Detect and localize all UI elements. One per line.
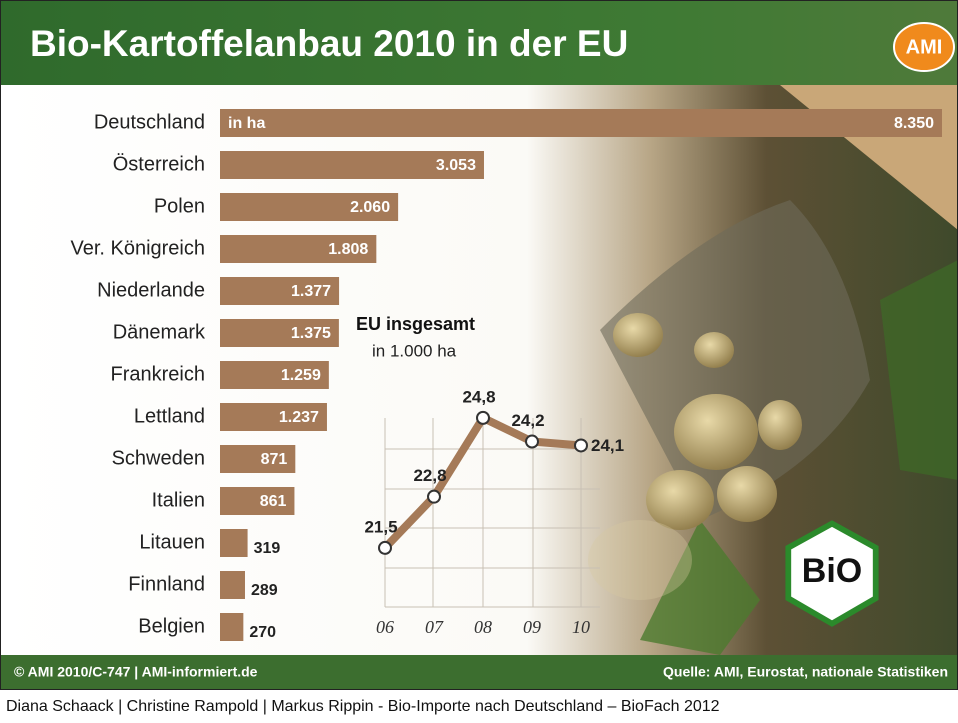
- value-label: 319: [254, 540, 281, 557]
- bar: [220, 529, 248, 557]
- value-label: 871: [261, 451, 288, 468]
- x-tick-label: 09: [523, 617, 541, 637]
- category-label: Dänemark: [113, 321, 206, 343]
- point: [476, 410, 490, 425]
- value-label: 861: [260, 493, 287, 510]
- bar: [220, 319, 339, 347]
- title: Bio-Kartoffelanbau 2010 in der EU: [30, 23, 628, 64]
- point-label: 22,8: [413, 466, 446, 485]
- logo: AMI: [906, 36, 943, 58]
- value-label: 1.375: [291, 325, 331, 342]
- logo-badge: [893, 22, 955, 72]
- x-tick-label: 08: [474, 617, 492, 637]
- value-label: 8.350: [894, 115, 934, 132]
- header: [0, 0, 958, 85]
- grid: [384, 418, 600, 608]
- point: [525, 434, 539, 449]
- value-label: 1.259: [281, 367, 321, 384]
- bar: [220, 613, 244, 641]
- x-tick-label: 07: [425, 617, 444, 637]
- value-label: 2.060: [350, 199, 390, 216]
- value-label: 1.377: [291, 283, 331, 300]
- bar: [220, 487, 295, 515]
- bar: [220, 109, 942, 137]
- point-label: 24,2: [511, 411, 544, 430]
- point: [427, 489, 441, 504]
- bar-annotation: in ha: [228, 115, 265, 132]
- line-title: EU insgesamt: [356, 314, 475, 334]
- category-label: Belgien: [138, 615, 205, 637]
- bar: [220, 445, 296, 473]
- category-label: Ver. Königreich: [70, 237, 205, 259]
- value-label: 270: [249, 624, 276, 641]
- caption: Diana Schaack | Christine Rampold | Mark…: [6, 698, 720, 715]
- category-label: Italien: [152, 489, 205, 511]
- category-label: Litauen: [139, 531, 205, 553]
- point: [574, 438, 588, 453]
- value-label: 1.808: [328, 241, 368, 258]
- bar: [220, 235, 377, 263]
- value-label: 3.053: [436, 157, 476, 174]
- category-label: Lettland: [134, 405, 205, 427]
- category-label: Deutschland: [94, 111, 205, 133]
- footer-left: © AMI 2010/C-747 | AMI-informiert.de: [14, 664, 258, 680]
- bar: [220, 193, 399, 221]
- point-label: 24,1: [591, 436, 624, 455]
- value-label: 1.237: [279, 409, 319, 426]
- bar: [220, 571, 245, 599]
- footer-bar: [0, 655, 958, 690]
- bar: [220, 361, 329, 389]
- bar: [220, 403, 327, 431]
- point: [378, 540, 392, 555]
- line-subtitle: in 1.000 ha: [372, 341, 457, 360]
- point-label: 21,5: [364, 517, 397, 536]
- category-label: Finnland: [128, 573, 205, 595]
- category-label: Schweden: [112, 447, 205, 469]
- photo: BiO: [588, 85, 958, 655]
- point-label: 24,8: [462, 387, 495, 406]
- x-tick-label: 10: [572, 617, 590, 637]
- category-label: Frankreich: [111, 363, 205, 385]
- bar: [220, 151, 484, 179]
- bar: [220, 277, 340, 305]
- footer-right: Quelle: AMI, Eurostat, nationale Statist…: [663, 664, 948, 680]
- x-tick-label: 06: [376, 617, 394, 637]
- bio-logo: BiO: [802, 552, 862, 590]
- category-label: Österreich: [113, 153, 205, 175]
- category-label: Niederlande: [97, 279, 205, 301]
- category-label: Polen: [154, 195, 205, 217]
- value-label: 289: [251, 582, 278, 599]
